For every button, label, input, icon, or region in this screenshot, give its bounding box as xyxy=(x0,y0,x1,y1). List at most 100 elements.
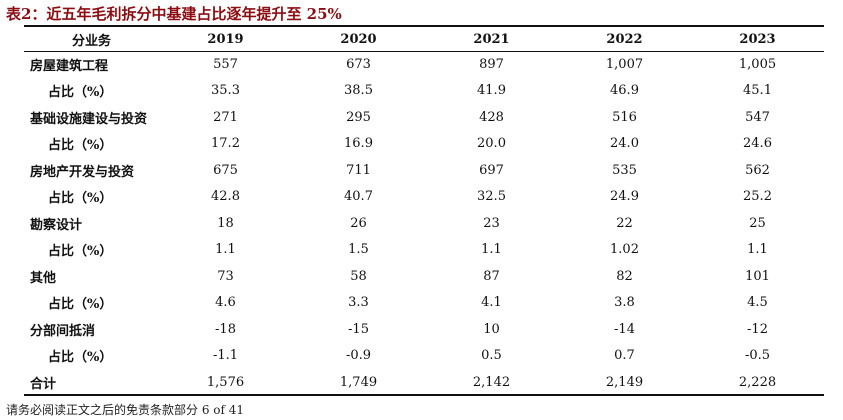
value-cell-2021: 23 xyxy=(483,215,500,231)
value-cell-2021: 897 xyxy=(479,56,504,72)
value-cell-2020: -15 xyxy=(348,321,369,337)
value-cell-2019: 35.3 xyxy=(211,83,240,99)
value-cell-2021: 0.5 xyxy=(481,348,502,364)
value-cell-2023: 4.5 xyxy=(747,295,768,311)
value-cell-2022: 2,149 xyxy=(605,374,644,390)
table-row: 其他 73 58 87 82 101 xyxy=(24,263,824,290)
value-cell-2023: -12 xyxy=(747,321,768,337)
value-cell-2019: -1.1 xyxy=(212,348,239,364)
row-label-segment: 基础设施建设与投资 xyxy=(30,111,148,127)
value-cell-2020: 3.3 xyxy=(348,295,369,311)
row-label-segment: 合计 xyxy=(30,376,57,392)
table-row: 基础设施建设与投资 271 295 428 516 547 xyxy=(24,104,824,131)
table-header: 分业务 2019 2020 2021 2022 2023 xyxy=(24,27,824,51)
value-cell-2023: 25.2 xyxy=(743,189,772,205)
table-row: 勘察设计 18 26 23 22 25 xyxy=(24,210,824,237)
table-row: 占比（%） 4.6 3.3 4.1 3.8 4.5 xyxy=(24,290,824,317)
value-cell-2020: 40.7 xyxy=(344,189,373,205)
table-bottom-rule xyxy=(24,394,824,396)
value-cell-2019: 17.2 xyxy=(211,136,240,152)
value-cell-2023: 101 xyxy=(745,268,770,284)
value-cell-2023: 2,228 xyxy=(738,374,777,390)
table-row: 占比（%） 42.8 40.7 32.5 24.9 25.2 xyxy=(24,184,824,211)
row-label-share: 占比（%） xyxy=(48,297,113,313)
value-cell-2019: 271 xyxy=(213,109,238,125)
value-cell-2020: 38.5 xyxy=(344,83,373,99)
header-cell-2023: 2023 xyxy=(739,31,776,47)
value-cell-2019: 557 xyxy=(213,56,238,72)
row-label-segment: 房屋建筑工程 xyxy=(30,58,109,74)
header-cell-2021: 2021 xyxy=(473,31,510,47)
value-cell-2020: 1.5 xyxy=(348,242,369,258)
value-cell-2019: 675 xyxy=(213,162,238,178)
value-cell-2021: 1.1 xyxy=(481,242,502,258)
value-cell-2020: 58 xyxy=(350,268,367,284)
value-cell-2022: 1,007 xyxy=(605,56,644,72)
value-cell-2019: 4.6 xyxy=(215,295,236,311)
value-cell-2022: 22 xyxy=(616,215,633,231)
value-cell-2022: 82 xyxy=(616,268,633,284)
value-cell-2022: 46.9 xyxy=(610,83,639,99)
value-cell-2022: 516 xyxy=(612,109,637,125)
table-row: 房地产开发与投资 675 711 697 535 562 xyxy=(24,157,824,184)
header-cell-2022: 2022 xyxy=(606,31,643,47)
table-row: 占比（%） 1.1 1.5 1.1 1.02 1.1 xyxy=(24,237,824,264)
value-cell-2019: 1,576 xyxy=(206,374,245,390)
header-cell-2019: 2019 xyxy=(207,31,244,47)
row-label-segment: 勘察设计 xyxy=(30,217,83,233)
value-cell-2021: 10 xyxy=(483,321,500,337)
value-cell-2023: 25 xyxy=(749,215,766,231)
value-cell-2022: 1.02 xyxy=(610,242,639,258)
value-cell-2023: 24.6 xyxy=(743,136,772,152)
value-cell-2022: -14 xyxy=(614,321,635,337)
table-row: 分部间抵消 -18 -15 10 -14 -12 xyxy=(24,316,824,343)
gross-profit-table: 分业务 2019 2020 2021 2022 2023 房屋建筑工程 557 67… xyxy=(24,27,824,396)
header-cell-segment: 分业务 xyxy=(71,33,111,49)
header-row: 分业务 2019 2020 2021 2022 2023 xyxy=(24,27,824,51)
value-cell-2021: 20.0 xyxy=(477,136,506,152)
table-title: 表2：近五年毛利拆分中基建占比逐年提升至 25% xyxy=(6,5,342,23)
value-cell-2022: 24.0 xyxy=(610,136,639,152)
value-cell-2023: -0.5 xyxy=(744,348,771,364)
value-cell-2019: 73 xyxy=(217,268,234,284)
value-cell-2023: 1.1 xyxy=(747,242,768,258)
value-cell-2020: -0.9 xyxy=(345,348,372,364)
row-label-segment: 其他 xyxy=(30,270,57,286)
row-label-segment: 分部间抵消 xyxy=(30,323,96,339)
value-cell-2023: 562 xyxy=(745,162,770,178)
value-cell-2020: 1,749 xyxy=(339,374,378,390)
value-cell-2019: 1.1 xyxy=(215,242,236,258)
page-footer: 请务必阅读正文之后的免责条款部分 6 of 41 xyxy=(6,403,245,417)
value-cell-2021: 2,142 xyxy=(472,374,511,390)
value-cell-2022: 0.7 xyxy=(614,348,635,364)
value-cell-2019: -18 xyxy=(215,321,236,337)
value-cell-2020: 295 xyxy=(346,109,371,125)
value-cell-2019: 18 xyxy=(217,215,234,231)
row-label-share: 占比（%） xyxy=(48,191,113,207)
row-label-share: 占比（%） xyxy=(48,138,113,154)
value-cell-2021: 428 xyxy=(479,109,504,125)
row-label-segment: 房地产开发与投资 xyxy=(30,164,135,180)
row-label-share: 占比（%） xyxy=(48,244,113,260)
table-row: 占比（%） 35.3 38.5 41.9 46.9 45.1 xyxy=(24,78,824,105)
value-cell-2023: 45.1 xyxy=(743,83,772,99)
value-cell-2023: 547 xyxy=(745,109,770,125)
value-cell-2020: 16.9 xyxy=(344,136,373,152)
table-top-rule xyxy=(24,25,824,27)
value-cell-2021: 87 xyxy=(483,268,500,284)
row-label-share: 占比（%） xyxy=(48,350,113,366)
value-cell-2020: 673 xyxy=(346,56,371,72)
value-cell-2022: 535 xyxy=(612,162,637,178)
value-cell-2021: 697 xyxy=(479,162,504,178)
value-cell-2020: 26 xyxy=(350,215,367,231)
table-row: 占比（%） 17.2 16.9 20.0 24.0 24.6 xyxy=(24,131,824,158)
value-cell-2021: 41.9 xyxy=(477,83,506,99)
value-cell-2020: 711 xyxy=(346,162,371,178)
value-cell-2023: 1,005 xyxy=(738,56,777,72)
table-header-rule xyxy=(24,51,824,52)
value-cell-2021: 32.5 xyxy=(477,189,506,205)
table-body: 房屋建筑工程 557 673 897 1,007 1,005 占比（%） 35.3 38.5 41… xyxy=(24,51,824,396)
value-cell-2022: 3.8 xyxy=(614,295,635,311)
header-cell-2020: 2020 xyxy=(340,31,377,47)
